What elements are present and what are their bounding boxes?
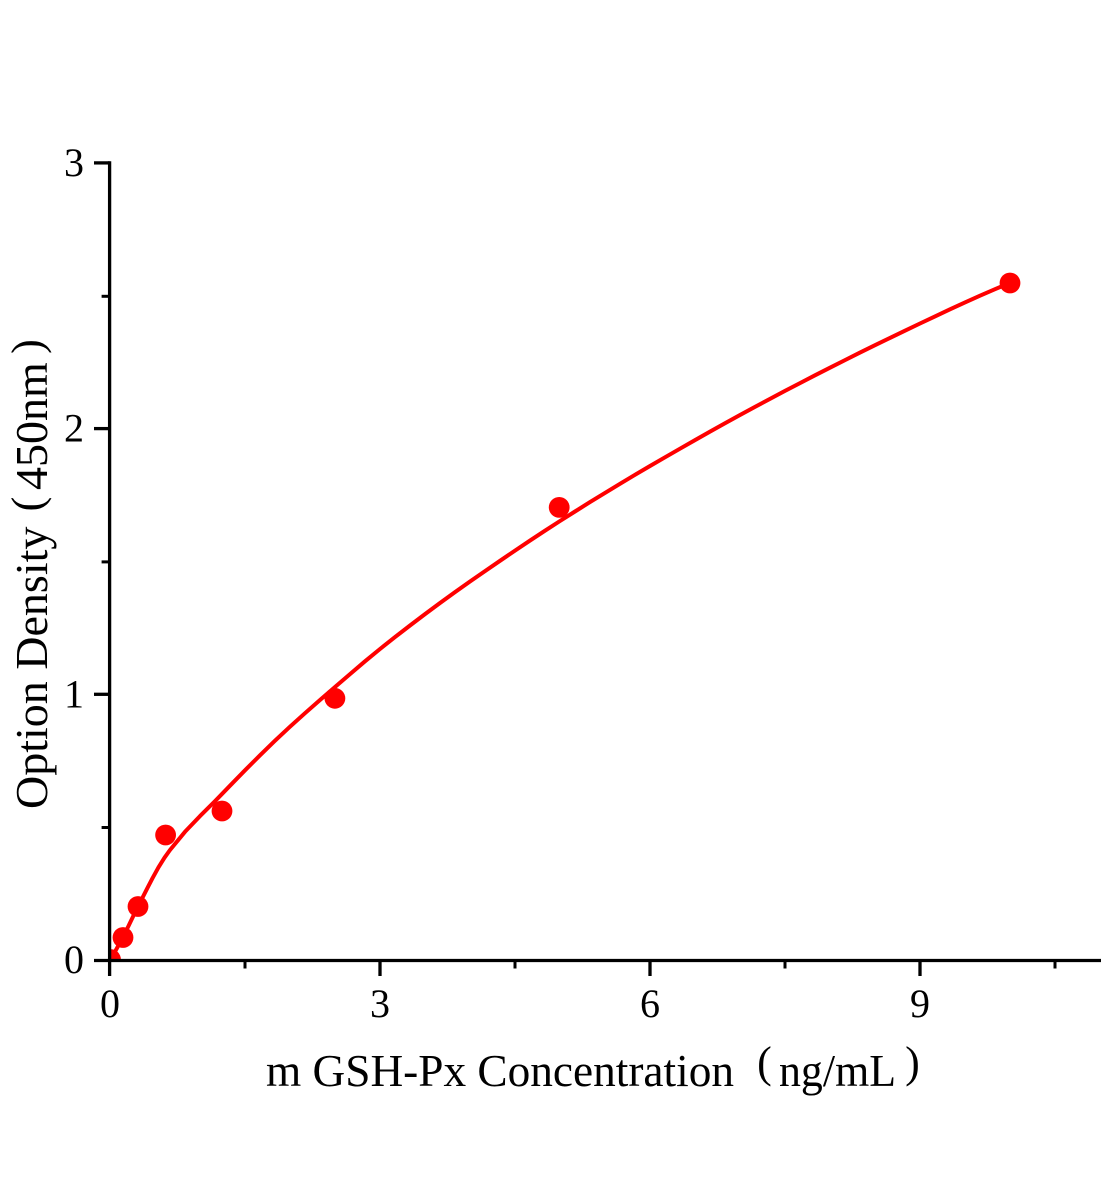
svg-text:): ) — [905, 1038, 920, 1087]
svg-text:m GSH-Px Concentration: m GSH-Px Concentration — [266, 1045, 734, 1096]
svg-text:ng/mL: ng/mL — [779, 1045, 896, 1096]
svg-text:9: 9 — [910, 981, 930, 1026]
svg-text:3: 3 — [370, 981, 390, 1026]
svg-text:1: 1 — [64, 671, 84, 716]
svg-text:Option Density: Option Density — [6, 527, 57, 809]
svg-text:6: 6 — [640, 981, 660, 1026]
svg-text:(: ( — [3, 497, 52, 512]
svg-text:0: 0 — [64, 937, 84, 982]
svg-text:0: 0 — [100, 981, 120, 1026]
svg-text:): ) — [3, 339, 52, 354]
svg-text:2: 2 — [64, 406, 84, 451]
svg-text:(: ( — [757, 1038, 772, 1087]
svg-text:450nm: 450nm — [6, 362, 57, 490]
svg-text:3: 3 — [64, 140, 84, 185]
